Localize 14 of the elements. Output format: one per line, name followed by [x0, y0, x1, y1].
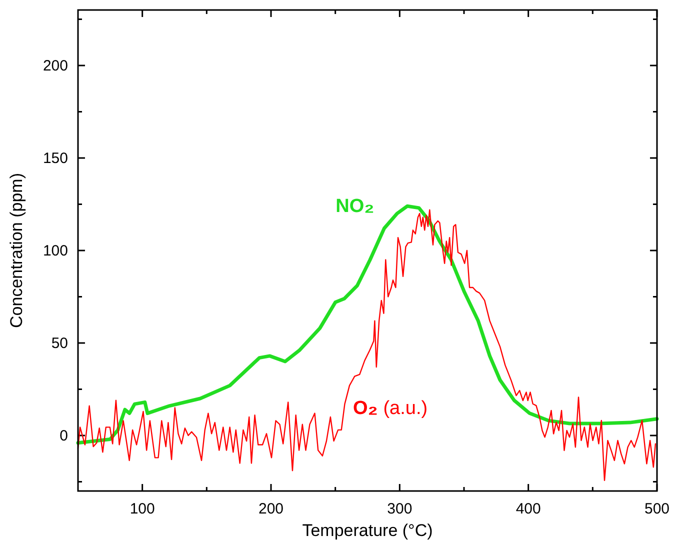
- y-tick-label: 100: [42, 242, 68, 260]
- y-tick-label: 50: [51, 334, 68, 352]
- x-tick-label: 200: [258, 500, 284, 518]
- y-tick-label: 0: [60, 427, 68, 444]
- y-tick-label: 150: [42, 150, 68, 167]
- x-tick-label: 400: [516, 500, 541, 518]
- x-axis-title: Temperature (°C): [302, 521, 433, 540]
- y-axis-title: Concentration (ppm): [7, 173, 26, 328]
- x-tick-label: 300: [387, 500, 412, 518]
- x-tick-label: 500: [644, 500, 670, 518]
- y-tick-label: 200: [42, 57, 68, 74]
- series-label: NO₂: [336, 191, 374, 218]
- series-label: O₂ (a.u.): [353, 393, 428, 420]
- x-tick-label: 100: [130, 500, 155, 518]
